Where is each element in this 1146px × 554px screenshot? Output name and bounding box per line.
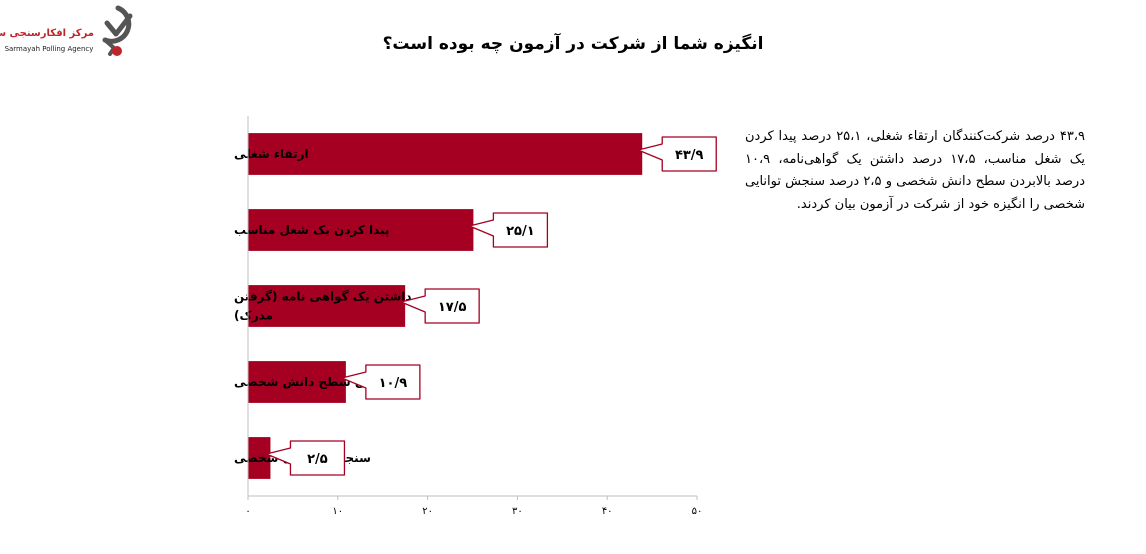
x-tick-label-3: ۳۰ [512, 506, 523, 517]
bar-0 [248, 133, 643, 175]
logo: مرکز افکارسنجی سرمایه Sarmayah Polling A… [0, 4, 144, 60]
x-tick-label-1: ۱۰ [332, 506, 343, 517]
bar-3 [248, 361, 346, 403]
chart-title: انگیزه شما از شرکت در آزمون چه بوده است؟ [382, 34, 764, 54]
data-label-3: ۱۰/۹ [379, 376, 408, 391]
data-callout-4 [265, 440, 346, 476]
category-label-1-0: پیدا کردن یک شغل مناسب [234, 223, 389, 237]
data-label-4: ۲/۵ [307, 452, 328, 467]
data-callout-3 [341, 364, 421, 400]
x-tick-label-5: ۵۰ [692, 506, 703, 517]
bar-2 [248, 285, 406, 327]
data-label-1: ۲۵/۱ [506, 224, 535, 239]
logo-check-icon [102, 5, 133, 56]
data-callout-2 [400, 288, 480, 324]
data-label-2: ۱۷/۵ [438, 300, 467, 315]
logo-name-fa: مرکز افکارسنجی سرمایه [0, 28, 94, 39]
bar-4 [248, 437, 271, 479]
bar-1 [248, 209, 474, 251]
x-tick-label-4: ۴۰ [602, 506, 613, 517]
data-callout-1 [468, 212, 549, 248]
summary-text: ۴۳،۹ درصد شرکت‌کنندگان ارتقاء شغلی، ۲۵،۱… [745, 129, 1085, 212]
category-label-0-0: ارتقاء شغلی [234, 147, 309, 161]
data-callout-0 [637, 136, 717, 172]
category-label-2-1: مدرک) [234, 309, 273, 323]
logo-name-en: Sarmayah Polling Agency [4, 45, 94, 53]
category-label-2-0: داشتن یک گواهی نامه (گرفتن [234, 290, 412, 305]
x-tick-label-0: ۰ [245, 506, 250, 517]
data-label-0: ۴۳/۹ [675, 148, 704, 163]
x-tick-label-2: ۲۰ [422, 506, 433, 517]
